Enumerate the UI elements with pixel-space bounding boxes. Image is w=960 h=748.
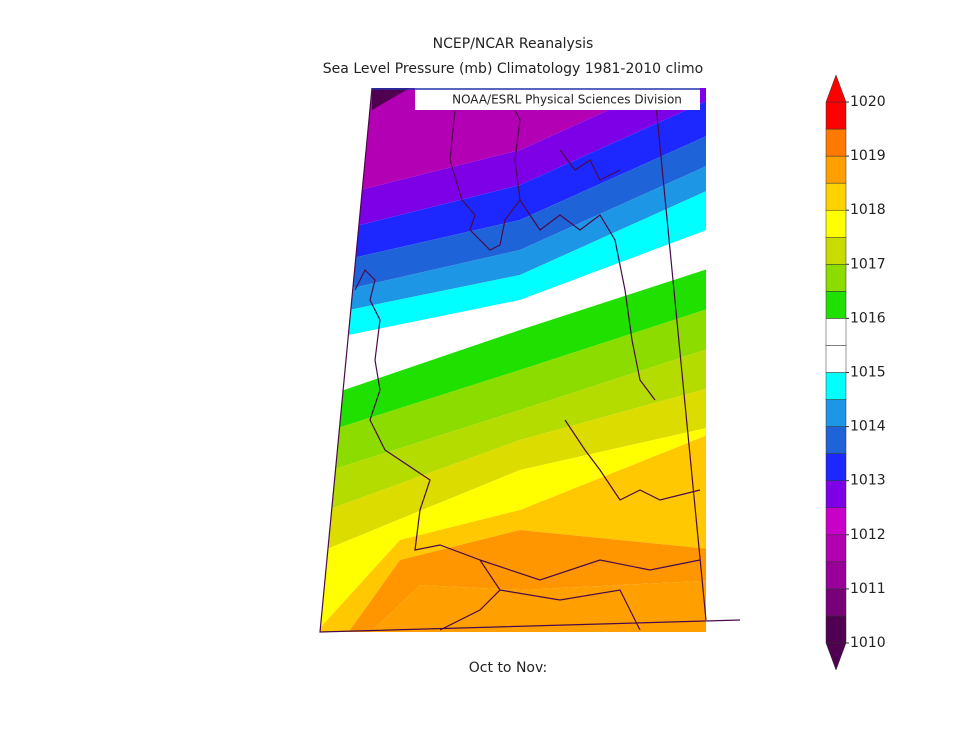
colorbar-segment (825, 291, 847, 319)
pressure-band (320, 265, 706, 440)
colorbar-tick-label: 1017 (850, 256, 886, 272)
colorbar-segment (825, 345, 847, 373)
pressure-band (320, 345, 706, 520)
pressure-band (320, 225, 706, 405)
pressure-band (320, 580, 706, 632)
pressure-band (320, 185, 706, 345)
colorbar-segment (825, 155, 847, 184)
colorbar-top-arrow (825, 74, 847, 103)
colorbar-bottom-arrow (825, 642, 847, 671)
colorbar-tick-label: 1012 (850, 527, 886, 543)
colorbar-segment (825, 101, 847, 130)
colorbar-segment (825, 318, 847, 346)
colorbar-tick-label: 1015 (850, 365, 886, 381)
pressure-band (320, 88, 706, 240)
colorbar-segment (825, 399, 847, 427)
colorbar-segment (825, 372, 847, 400)
colorbar-segment (825, 615, 847, 644)
pressure-band (320, 130, 706, 300)
credit: NOAA/ESRL Physical Sciences Division (452, 93, 682, 107)
colorbar-segment (825, 128, 847, 157)
colorbar: 1010 1011 1012 1013 1014 1015 1016 1017 1018 1019… (825, 74, 886, 671)
colorbar-segment (825, 507, 847, 536)
colorbar-tick-label: 1019 (850, 148, 886, 164)
colorbar-tick-label: 1011 (850, 581, 886, 597)
pressure-band (320, 425, 706, 632)
colorbar-segment (825, 182, 847, 211)
colorbar-segment (825, 209, 847, 238)
credit-box (415, 88, 700, 110)
pressure-band (320, 160, 706, 320)
pressure-band (320, 95, 706, 270)
colorbar-segment (825, 561, 847, 590)
pressure-band (320, 385, 706, 560)
coastlines (319, 87, 741, 633)
pressure-band (320, 430, 706, 632)
caption: Oct to Nov: (469, 660, 547, 676)
subtitle: Sea Level Pressure (mb) Climatology 1981… (323, 61, 703, 77)
title: NCEP/NCAR Reanalysis (433, 36, 594, 52)
colorbar-tick-label: 1020 (850, 94, 886, 110)
colorbar-segment (825, 534, 847, 563)
pressure-band (372, 88, 410, 110)
colorbar-segment (825, 426, 847, 454)
colorbar-tick-label: 1014 (850, 419, 886, 435)
colorbar-tick-label: 1018 (850, 202, 886, 218)
pressure-band (320, 530, 706, 632)
colorbar-segment (825, 480, 847, 509)
colorbar-tick-label: 1013 (850, 473, 886, 489)
colorbar-segment (825, 264, 847, 292)
map (320, 88, 706, 632)
pressure-band (320, 305, 706, 480)
colorbar-segment (825, 588, 847, 617)
colorbar-segment (825, 237, 847, 265)
colorbar-tick-label: 1010 (850, 635, 886, 651)
colorbar-tick-label: 1016 (850, 310, 886, 326)
colorbar-segment (825, 453, 847, 481)
